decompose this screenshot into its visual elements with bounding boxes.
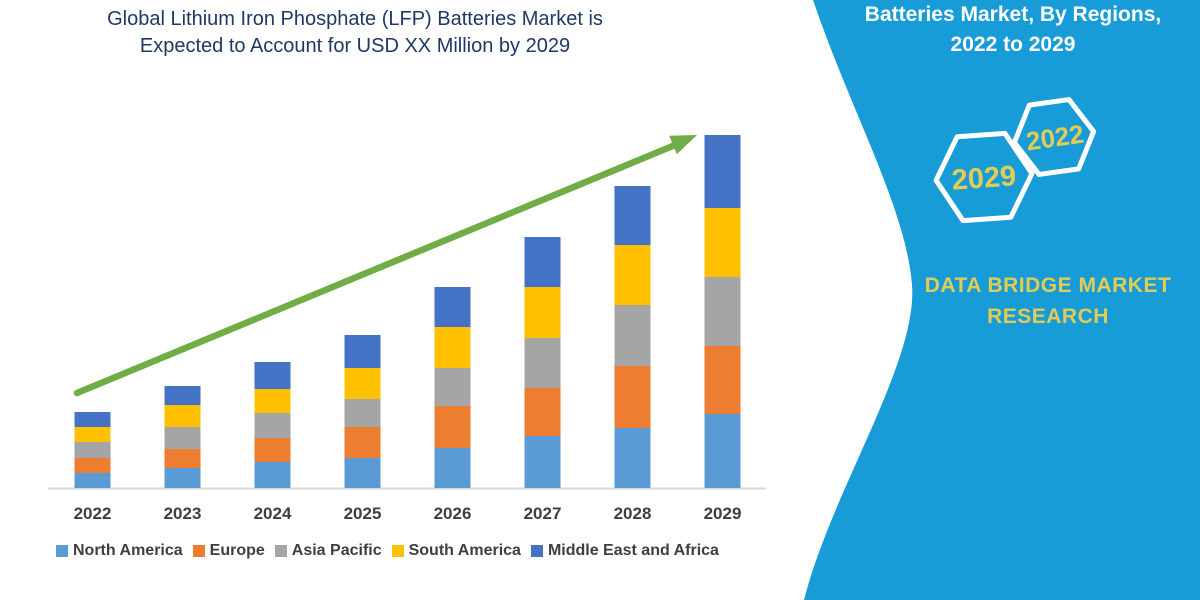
x-axis-label-2029: 2029 [704,504,742,523]
brand-wordmark: DATA BRIDGE MARKET RESEARCH [896,270,1200,332]
bar-segment-north-america-2026 [434,448,471,488]
x-axis-label-2024: 2024 [254,504,292,523]
bar-segment-europe-2027 [524,388,561,436]
bar-segment-south-america-2025 [344,368,381,399]
page-title: Global Lithium Iron Phosphate (LFP) Batt… [35,6,675,60]
x-axis-label-2023: 2023 [164,504,202,523]
x-axis-label-2025: 2025 [344,504,382,523]
legend-label-south-america: South America [408,542,521,559]
brand-line1: DATA BRIDGE MARKET [924,274,1172,297]
trend-arrow-head-icon [669,135,697,155]
legend-item-south-america: South America [391,542,521,560]
bar-segment-asia-pacific-2028 [614,305,651,366]
bar-segment-north-america-2029 [704,414,741,488]
bar-segment-asia-pacific-2029 [704,277,741,346]
bar-segment-middle-east-and-africa-2024 [254,362,291,389]
legend-swatch-south-america [391,545,404,557]
bar-segment-middle-east-and-africa-2023 [164,386,201,405]
bar-segment-asia-pacific-2027 [524,338,561,388]
bar-segment-middle-east-and-africa-2027 [524,237,561,287]
legend-item-asia-pacific: Asia Pacific [274,542,382,560]
legend-item-middle-east-and-africa: Middle East and Africa [530,542,719,560]
bar-segment-north-america-2028 [614,428,651,488]
legend-item-europe: Europe [192,542,265,560]
bar-segment-europe-2024 [254,438,291,462]
chart-legend: North America Europe Asia Pacific South Ame… [56,541,719,561]
brand-line2: RESEARCH [987,305,1109,328]
bar-segment-europe-2026 [434,406,471,448]
legend-label-north-america: North America [73,542,183,559]
bar-segment-middle-east-and-africa-2028 [614,186,651,245]
page-title-line1: Global Lithium Iron Phosphate (LFP) Batt… [107,8,603,30]
bar-segment-middle-east-and-africa-2029 [704,135,741,208]
bar-segment-north-america-2027 [524,436,561,488]
page-title-line2: Expected to Account for USD XX Million b… [139,35,571,57]
bar-segment-asia-pacific-2025 [344,399,381,427]
bar-segment-europe-2022 [74,458,111,473]
panel-heading-line2: 2022 to 2029 [950,33,1076,56]
bar-segment-middle-east-and-africa-2022 [74,412,111,427]
bars-group [74,135,741,488]
hexagon-2029-label: 2029 [950,160,1018,197]
bar-segment-asia-pacific-2023 [164,427,201,449]
bar-segment-europe-2023 [164,449,201,468]
bar-segment-middle-east-and-africa-2025 [344,335,381,368]
bar-segment-north-america-2022 [74,473,111,488]
bar-segment-south-america-2028 [614,245,651,305]
bar-segment-north-america-2025 [344,458,381,488]
x-axis-label-2028: 2028 [614,504,652,523]
bar-segment-south-america-2024 [254,389,291,413]
bar-segment-south-america-2027 [524,287,561,338]
hexagon-2029-outline [933,130,1035,224]
x-axis-labels-group: 2022 2023 2024 2025 2026 2027 2028 2029 [74,504,742,523]
side-panel-background [804,0,1200,600]
legend-item-north-america: North America [56,542,183,560]
bar-segment-asia-pacific-2026 [434,368,471,406]
bar-segment-north-america-2024 [254,462,291,488]
legend-swatch-middle-east-and-africa [530,545,543,557]
x-axis-label-2027: 2027 [524,504,562,523]
bar-segment-south-america-2022 [74,427,111,442]
bar-segment-europe-2025 [344,427,381,458]
legend-swatch-asia-pacific [274,545,287,557]
x-axis-label-2026: 2026 [434,504,472,523]
bar-segment-europe-2029 [704,346,741,414]
bar-segment-south-america-2026 [434,327,471,368]
bar-segment-asia-pacific-2022 [74,442,111,458]
x-axis-label-2022: 2022 [74,504,112,523]
legend-label-middle-east-and-africa: Middle East and Africa [547,542,719,559]
panel-heading-line1: Batteries Market, By Regions, [864,3,1162,26]
bar-segment-asia-pacific-2024 [254,413,291,438]
bar-segment-europe-2028 [614,366,651,428]
bar-segment-north-america-2023 [164,468,201,488]
bar-segment-middle-east-and-africa-2026 [434,287,471,327]
hexagon-2022-outline [1011,97,1097,177]
legend-swatch-north-america [56,545,68,557]
bar-segment-south-america-2023 [164,405,201,427]
legend-swatch-europe [192,545,205,557]
bar-segment-south-america-2029 [704,208,741,277]
panel-heading: Batteries Market, By Regions, 2022 to 20… [830,0,1196,60]
legend-label-asia-pacific: Asia Pacific [291,542,382,559]
trend-arrow-line [73,141,679,397]
legend-label-europe: Europe [209,542,265,559]
